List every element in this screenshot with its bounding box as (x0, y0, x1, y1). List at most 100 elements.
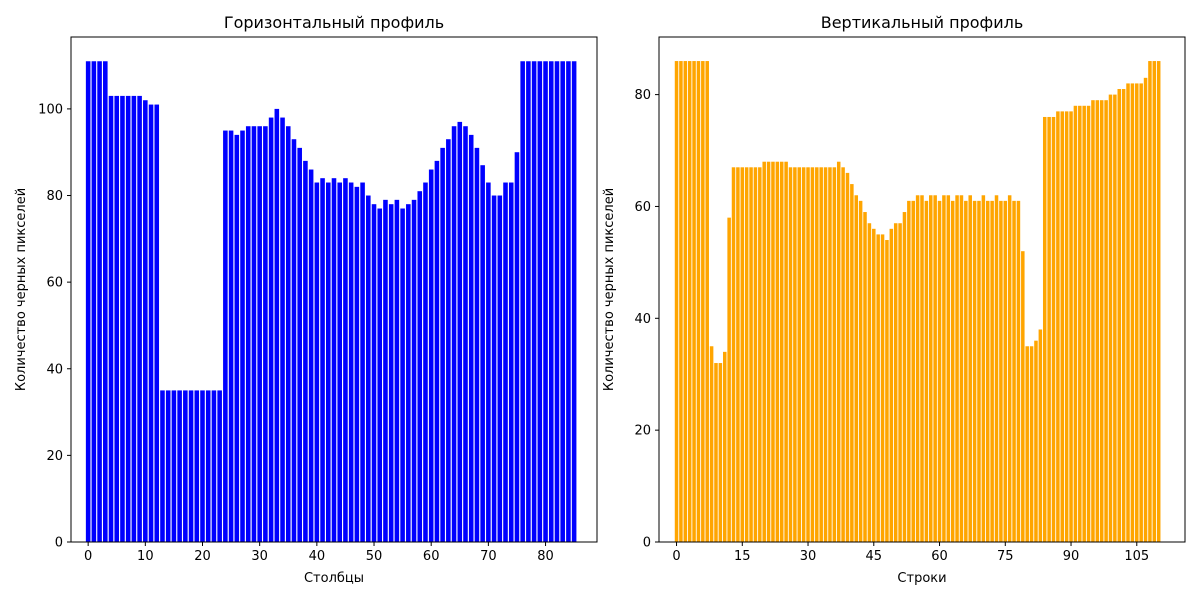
vertical-profile-bar-62 (946, 195, 951, 542)
horizontal-profile-bar-26 (234, 134, 240, 542)
horizontal-profile-bar-60 (428, 169, 434, 542)
vertical-profile-bar-66 (964, 200, 968, 543)
vertical-profile-bar-36 (832, 167, 837, 543)
vertical-profile-bar-54 (911, 200, 915, 543)
horizontal-profile-bar-34 (280, 117, 285, 542)
horizontal-profile-bar-62 (440, 147, 445, 542)
vertical-profile-bar-102 (1121, 89, 1126, 542)
vertical-profile-bar-76 (1007, 195, 1012, 542)
vertical-profile-title: Вертикальный профиль (821, 13, 1024, 32)
vertical-profile-bar-43 (863, 212, 867, 543)
vertical-profile-x-tick-label: 60 (931, 549, 948, 564)
vertical-profile-bar-108 (1148, 61, 1152, 543)
vertical-profile-bar-97 (1099, 100, 1104, 542)
horizontal-profile-bar-73 (503, 182, 508, 542)
horizontal-profile-bar-37 (297, 147, 302, 542)
vertical-profile-bar-84 (1042, 116, 1047, 542)
vertical-profile-bar-99 (1108, 94, 1113, 542)
horizontal-profile-bar-30 (257, 126, 262, 542)
vertical-profile-bar-93 (1082, 105, 1086, 542)
vertical-profile-x-tick-label: 75 (997, 549, 1014, 564)
horizontal-profile-bar-56 (406, 204, 411, 542)
horizontal-profile-bar-31 (263, 126, 268, 542)
horizontal-profile-bar-22 (211, 390, 217, 542)
vertical-profile-bar-101 (1117, 89, 1122, 542)
horizontal-profile-bar-36 (291, 139, 297, 542)
horizontal-profile-bar-1 (91, 61, 97, 542)
horizontal-profile-bar-52 (383, 199, 388, 542)
vertical-profile-bar-72 (990, 200, 994, 543)
vertical-profile-bar-3 (687, 61, 692, 543)
vertical-profile-bar-11 (723, 351, 727, 542)
horizontal-profile-bar-8 (131, 95, 137, 543)
vertical-profile-bar-69 (977, 200, 981, 543)
horizontal-profile-bar-72 (497, 195, 503, 542)
horizontal-profile-bar-10 (143, 100, 148, 542)
vertical-profile-bar-34 (823, 167, 828, 543)
vertical-profile-y-axis-label: Количество черных пикселей (602, 188, 617, 391)
vertical-profile-bar-40 (850, 184, 854, 542)
vertical-profile-bar-42 (858, 200, 863, 543)
horizontal-profile-bar-61 (434, 160, 440, 542)
vertical-profile-bar-89 (1064, 111, 1069, 542)
vertical-profile-bar-83 (1038, 329, 1043, 542)
horizontal-profile-bar-77 (526, 61, 531, 542)
vertical-profile-bar-94 (1086, 105, 1091, 542)
vertical-profile-x-tick-label: 45 (866, 549, 883, 564)
vertical-profile-bar-2 (683, 61, 688, 543)
horizontal-profile-bar-85 (571, 61, 577, 542)
horizontal-profile-title: Горизонтальный профиль (224, 13, 444, 32)
vertical-profile-bar-80 (1025, 346, 1029, 542)
vertical-profile-bar-50 (893, 223, 898, 543)
horizontal-profile-bar-81 (548, 61, 554, 542)
vertical-profile-bar-86 (1051, 116, 1056, 542)
horizontal-profile-bar-45 (343, 178, 348, 542)
vertical-profile-bar-105 (1135, 83, 1139, 543)
vertical-profile-bar-82 (1034, 340, 1038, 542)
vertical-profile-x-tick-label: 105 (1124, 549, 1149, 564)
horizontal-profile-bar-50 (371, 204, 377, 542)
vertical-profile-bar-75 (1003, 200, 1008, 543)
horizontal-profile-bar-19 (194, 390, 200, 542)
vertical-profile-bar-52 (902, 212, 907, 543)
horizontal-profile-bar-0 (85, 61, 91, 542)
vertical-profile-bar-35 (828, 167, 832, 543)
horizontal-profile-bar-41 (320, 178, 325, 542)
vertical-profile-bar-67 (968, 195, 972, 542)
vertical-profile-bar-25 (784, 161, 788, 542)
vertical-profile-bar-15 (740, 167, 745, 543)
vertical-profile-bar-37 (836, 161, 841, 542)
horizontal-profile-bar-21 (205, 390, 211, 542)
horizontal-profile-x-tick-label: 70 (480, 549, 497, 564)
vertical-profile-bar-16 (744, 167, 749, 543)
vertical-profile-bar-90 (1069, 111, 1073, 542)
horizontal-profile-bar-25 (228, 130, 234, 543)
horizontal-profile-bar-49 (366, 195, 371, 542)
vertical-profile-bar-73 (994, 195, 999, 542)
vertical-profile-bar-58 (929, 195, 933, 542)
vertical-profile-bar-27 (793, 167, 797, 543)
vertical-profile-axes-frame (658, 36, 1186, 543)
horizontal-profile-bar-6 (120, 95, 125, 543)
horizontal-profile-bar-69 (480, 165, 485, 542)
vertical-profile-bar-20 (762, 161, 766, 542)
horizontal-profile-bar-68 (474, 147, 480, 542)
horizontal-profile-bar-18 (188, 390, 194, 542)
vertical-profile-bar-59 (933, 195, 937, 542)
horizontal-profile-bar-55 (400, 208, 405, 542)
vertical-profile-x-axis-label: Строки (897, 571, 946, 586)
vertical-profile-bar-28 (797, 167, 802, 543)
horizontal-profile-bar-75 (514, 152, 520, 542)
vertical-profile-bar-56 (920, 195, 924, 542)
vertical-profile-bar-95 (1091, 100, 1095, 542)
horizontal-profile-bar-23 (217, 390, 222, 542)
vertical-profile-bar-5 (696, 61, 701, 543)
horizontal-profile-x-tick-label: 50 (366, 549, 383, 564)
vertical-profile-bar-30 (806, 167, 810, 543)
vertical-profile-y-tick-label: 60 (634, 200, 651, 215)
vertical-profile-x-tick-label: 15 (734, 549, 751, 564)
vertical-profile-bar-109 (1152, 61, 1157, 543)
horizontal-profile-bar-4 (108, 95, 114, 543)
vertical-profile-bar-22 (771, 161, 775, 542)
horizontal-profile-bar-71 (491, 195, 497, 542)
